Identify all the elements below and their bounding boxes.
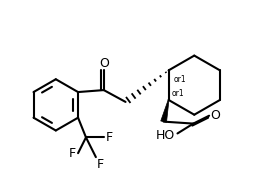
Text: O: O (99, 57, 109, 70)
Text: or1: or1 (172, 89, 184, 98)
Text: F: F (106, 131, 113, 144)
Text: or1: or1 (174, 75, 186, 84)
Text: F: F (96, 157, 103, 170)
Text: HO: HO (156, 129, 175, 142)
Text: O: O (210, 109, 220, 122)
Text: F: F (69, 147, 76, 160)
Polygon shape (161, 100, 169, 122)
